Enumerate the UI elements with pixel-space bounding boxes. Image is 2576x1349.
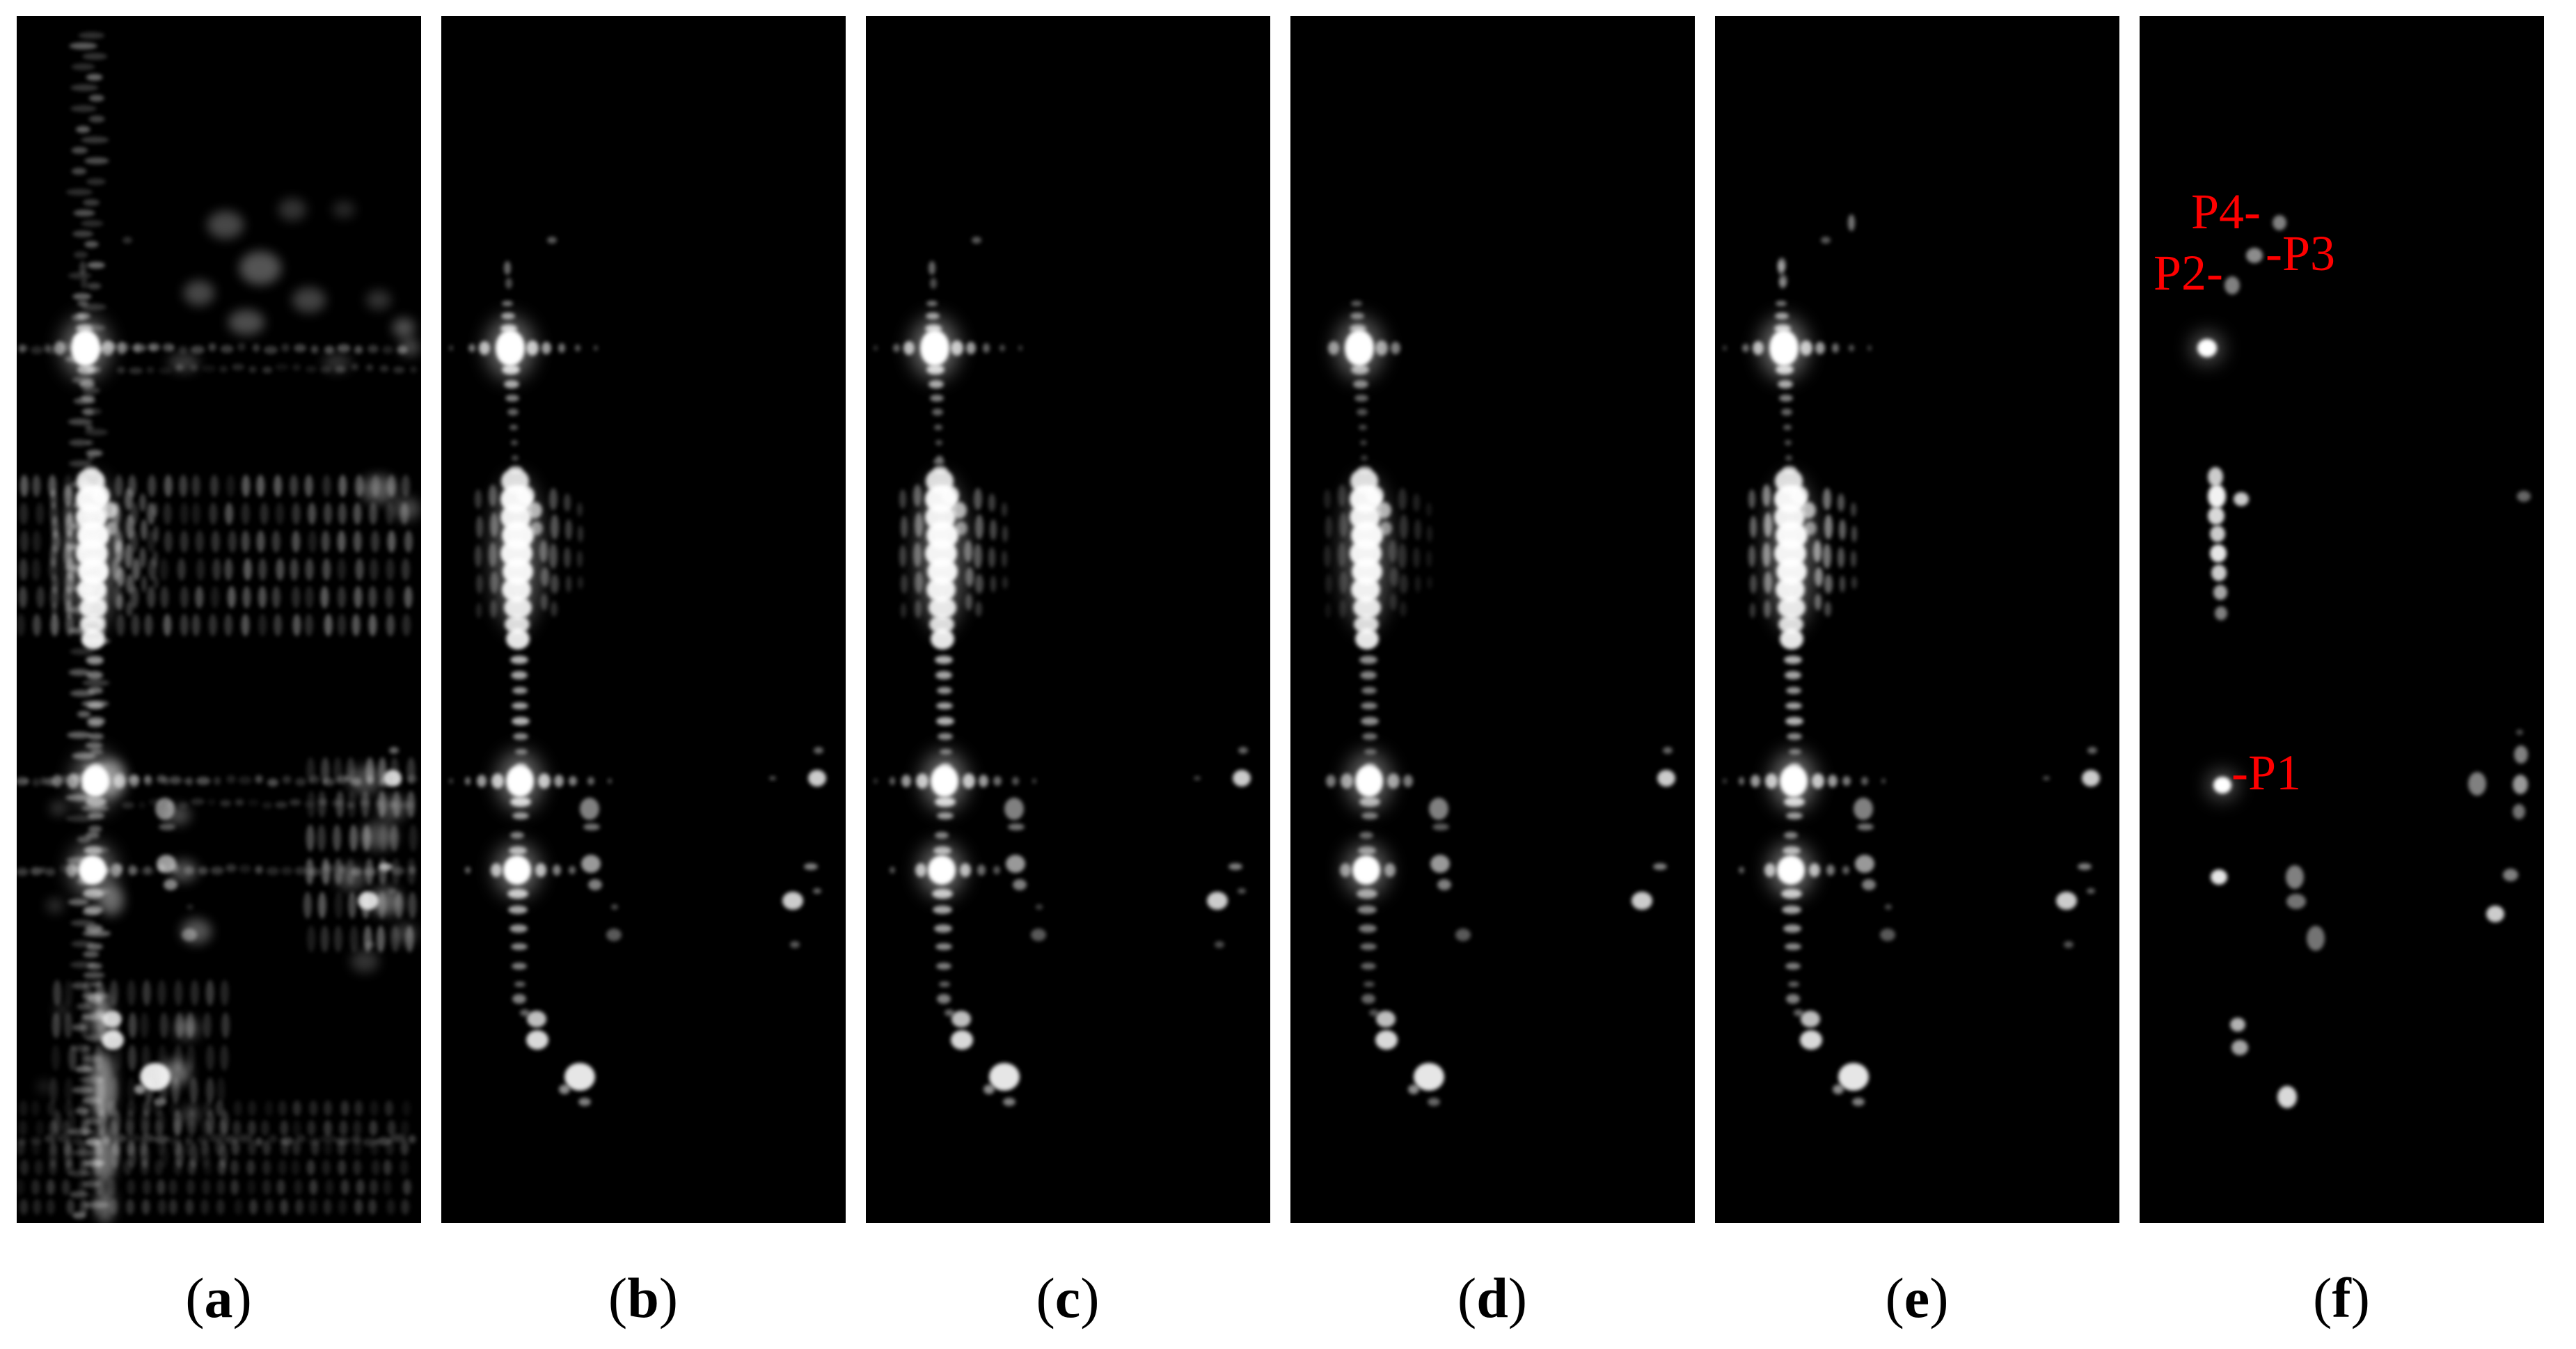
label-letter: b <box>627 1266 659 1330</box>
point-annotation-P1: -P1 <box>2231 745 2302 800</box>
panel-label-e: (e) <box>1847 1266 1986 1330</box>
panel-f-image <box>2140 16 2544 1223</box>
panel-b <box>441 16 846 1223</box>
label-letter: c <box>1054 1266 1081 1330</box>
label-open-paren: ( <box>1457 1266 1477 1330</box>
label-letter: d <box>1476 1266 1508 1330</box>
panel-label-b: (b) <box>574 1266 713 1330</box>
panel-c-image <box>866 16 1270 1223</box>
panel-e <box>1715 16 2119 1223</box>
label-letter: e <box>1904 1266 1930 1330</box>
panel-label-c: (c) <box>998 1266 1137 1330</box>
label-open-paren: ( <box>2313 1266 2332 1330</box>
label-open-paren: ( <box>1036 1266 1055 1330</box>
panel-c <box>866 16 1270 1223</box>
point-annotation-P4: P4- <box>2191 184 2261 239</box>
panel-d <box>1290 16 1695 1223</box>
panel-a-image <box>17 16 421 1223</box>
label-close-paren: ) <box>232 1266 252 1330</box>
label-close-paren: ) <box>658 1266 679 1330</box>
label-open-paren: ( <box>185 1266 205 1330</box>
panel-d-image <box>1290 16 1695 1223</box>
point-annotation-P2: P2- <box>2154 245 2224 301</box>
label-close-paren: ) <box>1080 1266 1100 1330</box>
label-close-paren: ) <box>1508 1266 1528 1330</box>
label-open-paren: ( <box>608 1266 628 1330</box>
label-open-paren: ( <box>1885 1266 1904 1330</box>
point-annotation-P3: -P3 <box>2266 226 2336 281</box>
label-letter: a <box>204 1266 233 1330</box>
panel-b-image <box>441 16 846 1223</box>
panel-a <box>17 16 421 1223</box>
panel-label-a: (a) <box>149 1266 288 1330</box>
panel-e-image <box>1715 16 2119 1223</box>
label-close-paren: ) <box>1929 1266 1949 1330</box>
label-letter: f <box>2332 1266 2351 1330</box>
panel-label-f: (f) <box>2272 1266 2411 1330</box>
panel-label-d: (d) <box>1423 1266 1562 1330</box>
panel-f: P4- -P3 P2- -P1 <box>2140 16 2544 1223</box>
label-close-paren: ) <box>2350 1266 2370 1330</box>
